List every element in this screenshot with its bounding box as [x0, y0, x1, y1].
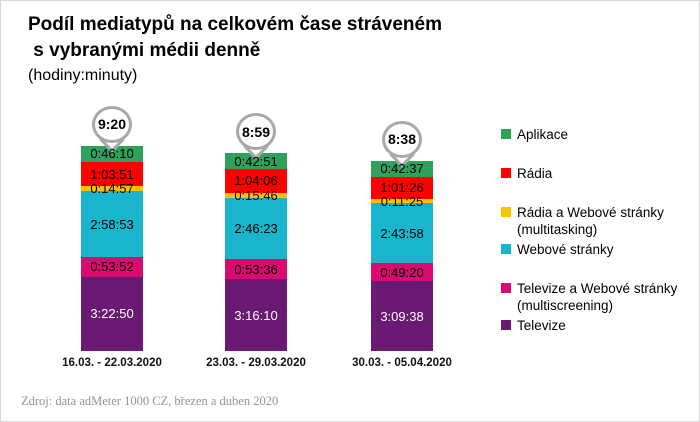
legend-swatch-aplikace — [501, 129, 511, 139]
legend-swatch-webove-stranky — [501, 244, 511, 254]
segment-value-label: 3:22:50 — [90, 306, 134, 322]
legend-item-radia-web-multitasking: Rádia a Webové stránky (multitasking) — [501, 204, 677, 238]
legend-item-televize: Televize — [501, 317, 677, 334]
segment-value-label: 1:03:51 — [90, 166, 134, 182]
segment-value-label: 0:42:51 — [234, 153, 278, 169]
chart-legend: Aplikace Rádia Rádia a Webové stránky (mult… — [501, 126, 677, 356]
date-range-label-1: 16.03. - 22.03.2020 — [62, 357, 162, 369]
bar-segment-aplikace: 0:42:37 — [371, 160, 433, 177]
bar-segment-aplikace: 0:46:10 — [81, 145, 143, 163]
legend-label: Televize a Webové stránky (multiscreening… — [517, 281, 678, 313]
legend-swatch-televize-web-multiscreening — [501, 283, 511, 293]
segment-value-label: 0:46:10 — [90, 146, 134, 162]
segment-value-label: 2:58:53 — [90, 216, 134, 232]
segment-value-label: 3:09:38 — [380, 308, 424, 324]
bar-segment-televize: 3:22:50 — [81, 276, 143, 352]
bar-segment-webove-stranky: 2:43:58 — [371, 203, 433, 264]
legend-item-webove-stranky: Webové stránky — [501, 241, 677, 258]
legend-label: Rádia a Webové stránky (multitasking) — [517, 205, 664, 237]
balloon-total-value: 9:20 — [92, 105, 132, 143]
legend-item-aplikace: Aplikace — [501, 126, 677, 143]
segment-value-label: 2:43:58 — [380, 225, 424, 241]
date-range-label-2: 23.03. - 29.03.2020 — [206, 357, 306, 369]
source-note: Zdroj: data adMeter 1000 CZ, březen a du… — [21, 394, 279, 408]
legend-item-radia: Rádia — [501, 165, 677, 182]
segment-value-label: 0:11:25 — [380, 193, 424, 209]
bar-segment-aplikace: 0:42:51 — [225, 153, 287, 170]
legend-label: Rádia — [517, 166, 553, 181]
bar-segment-radia-web-multitasking: 0:15:46 — [225, 189, 287, 202]
segment-value-label: 0:49:20 — [380, 264, 424, 280]
bar-segment-radia-web-multitasking: 0:11:25 — [371, 195, 433, 208]
bar-segment-radia-web-multitasking: 0:14:57 — [81, 182, 143, 195]
bar-segment-televize: 3:16:10 — [225, 279, 287, 351]
total-balloon-2: 8:59 — [236, 113, 276, 161]
bar-column-3: 0:42:37 1:01:26 0:11:25 2:43:58 0:49:20 3:09:… — [371, 160, 433, 351]
date-range-label-3: 30.03. - 05.04.2020 — [352, 357, 452, 369]
bar-segment-televize: 3:09:38 — [371, 281, 433, 351]
bar-segment-televize-web-multiscreening: 0:49:20 — [371, 263, 433, 282]
bar-column-2: 0:42:51 1:04:06 0:15:46 2:46:23 0:53:36 3:16:… — [225, 153, 287, 351]
bar-segment-webove-stranky: 2:58:53 — [81, 191, 143, 257]
legend-item-televize-web-multiscreening: Televize a Webové stránky (multiscreening… — [501, 280, 677, 314]
page-title-line1: Podíl mediatypů na celkovém čase stráven… — [28, 14, 442, 35]
legend-label: Webové stránky — [517, 242, 614, 257]
bar-column-1: 0:46:10 1:03:51 0:14:57 2:58:53 0:53:52 3:22:… — [81, 145, 143, 352]
bar-segment-radia: 1:04:06 — [225, 169, 287, 193]
bar-segment-radia: 1:03:51 — [81, 162, 143, 186]
bar-segment-webove-stranky: 2:46:23 — [225, 198, 287, 260]
segment-value-label: 3:16:10 — [234, 307, 278, 323]
total-balloon-1: 9:20 — [92, 105, 132, 153]
segment-value-label: 0:53:52 — [90, 259, 134, 275]
balloon-total-value: 8:59 — [236, 113, 276, 151]
legend-label: Aplikace — [517, 127, 569, 142]
legend-swatch-radia-web-multitasking — [501, 207, 511, 217]
bar-segment-televize-web-multiscreening: 0:53:52 — [81, 256, 143, 277]
legend-swatch-televize — [501, 320, 511, 330]
segment-value-label: 0:53:36 — [234, 261, 278, 277]
segment-value-label: 2:46:23 — [234, 221, 278, 237]
segment-value-label: 1:01:26 — [380, 180, 424, 196]
bar-segment-televize-web-multiscreening: 0:53:36 — [225, 259, 287, 280]
bar-segment-radia: 1:01:26 — [371, 176, 433, 199]
page-title-line2: s vybranými médii denně — [28, 40, 261, 61]
page-subtitle: (hodiny:minuty) — [28, 67, 138, 84]
balloon-total-value: 8:38 — [382, 120, 422, 158]
segment-value-label: 0:15:46 — [234, 188, 278, 203]
total-balloon-3: 8:38 — [382, 120, 422, 168]
legend-swatch-radia — [501, 168, 511, 178]
legend-label: Televize — [517, 318, 566, 333]
segment-value-label: 0:14:57 — [90, 181, 134, 197]
segment-value-label: 0:42:37 — [380, 161, 424, 177]
segment-value-label: 1:04:06 — [234, 173, 278, 189]
